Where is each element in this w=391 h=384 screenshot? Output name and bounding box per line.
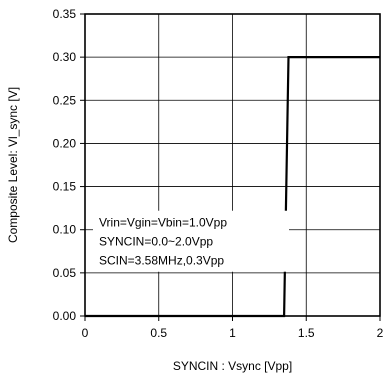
y-axis-label: Composite Level: Vl_sync [V]: [6, 87, 20, 243]
y-tick-label: 0.25: [53, 93, 77, 107]
y-tick-label: 0.10: [53, 223, 77, 237]
ticks: 0.00 0.05 0.10 0.15 0.20 0.25 0.30 0.35 0 0.5 1 1.5…: [53, 7, 384, 340]
annotation-box: Vrin=Vgin=Vbin=1.0Vpp SYNCIN=0.0~2.0Vpp SC…: [93, 210, 289, 272]
x-tick-label: 2: [377, 326, 384, 340]
annotation-text: Vrin=Vgin=Vbin=1.0Vpp: [99, 216, 227, 230]
y-tick-label: 0.15: [53, 180, 77, 194]
x-tick-label: 1.5: [298, 326, 315, 340]
plot-frame: [84, 13, 381, 317]
annotation-text: SCIN=3.58MHz,0.3Vpp: [99, 254, 224, 268]
y-tick-label: 0.20: [53, 136, 77, 150]
x-axis-label: SYNCIN : Vsync [Vpp]: [173, 359, 292, 373]
y-tick-label: 0.30: [53, 50, 77, 64]
annotation-text: SYNCIN=0.0~2.0Vpp: [99, 235, 213, 249]
y-tick-label: 0.05: [53, 266, 77, 280]
annotation-background: [93, 210, 289, 272]
x-tick-label: 0.5: [150, 326, 167, 340]
x-tick-label: 0: [82, 326, 89, 340]
y-tick-label: 0.00: [53, 309, 77, 323]
y-tick-label: 0.35: [53, 7, 77, 21]
x-tick-label: 1: [229, 326, 236, 340]
